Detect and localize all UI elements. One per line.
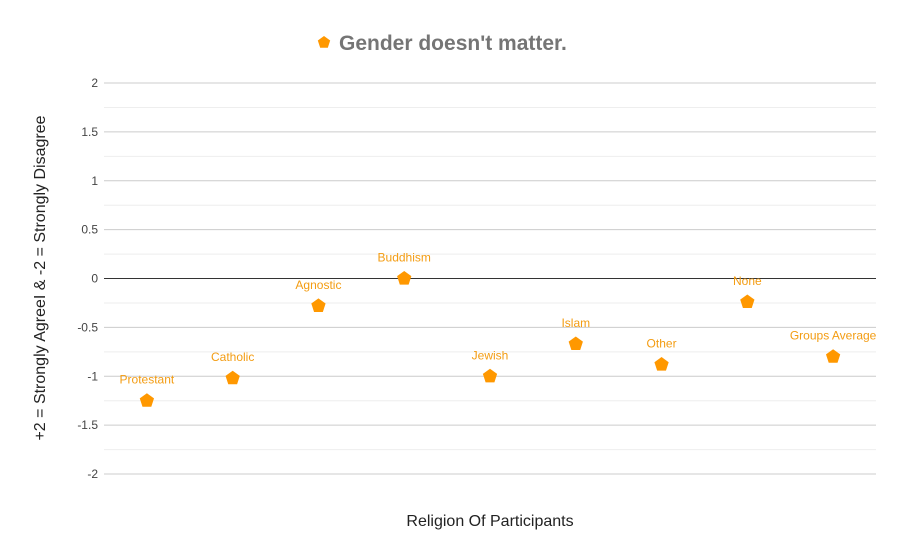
y-tick-label: 1.5 bbox=[81, 125, 98, 139]
y-tick-label: 1 bbox=[91, 174, 98, 188]
data-point bbox=[482, 368, 498, 383]
y-tick-label: 2 bbox=[91, 76, 98, 90]
data-point bbox=[311, 298, 326, 312]
y-axis-ticks: 2 1.5 1 0.5 0 -0.5 -1 -1.5 -2 bbox=[77, 76, 98, 481]
y-tick-label: -1.5 bbox=[77, 418, 98, 432]
grid bbox=[104, 82, 876, 475]
y-axis-title: +2 = Strongly AgreeI & -2 = Strongly Dis… bbox=[32, 115, 49, 440]
y-tick-label: -2 bbox=[87, 467, 98, 481]
data-label: Other bbox=[647, 337, 677, 351]
data-point bbox=[225, 370, 240, 385]
data-point bbox=[568, 336, 583, 351]
y-tick-label: 0.5 bbox=[81, 223, 98, 237]
data-point bbox=[654, 357, 669, 371]
y-tick-label: -1 bbox=[87, 369, 98, 383]
data-label: Protestant bbox=[120, 373, 175, 387]
data-label: None bbox=[733, 274, 762, 288]
data-label: Groups Average bbox=[790, 329, 877, 343]
y-tick-label: -0.5 bbox=[77, 320, 98, 334]
data-points: Protestant Catholic Agnostic Buddhism Jewish… bbox=[120, 251, 877, 407]
data-point bbox=[825, 349, 841, 363]
data-point bbox=[740, 294, 755, 309]
data-label: Buddhism bbox=[378, 251, 431, 265]
data-label: Islam bbox=[561, 316, 590, 330]
legend: Gender doesn't matter. bbox=[317, 32, 567, 55]
y-tick-label: 0 bbox=[91, 272, 98, 286]
x-axis-title: Religion Of Participants bbox=[406, 513, 573, 530]
legend-label: Gender doesn't matter. bbox=[339, 32, 567, 55]
data-point bbox=[139, 393, 155, 407]
data-label: Agnostic bbox=[295, 278, 341, 292]
legend-marker-icon bbox=[317, 36, 331, 48]
data-label: Catholic bbox=[211, 350, 254, 364]
data-label: Jewish bbox=[472, 348, 509, 362]
data-point bbox=[397, 271, 412, 285]
